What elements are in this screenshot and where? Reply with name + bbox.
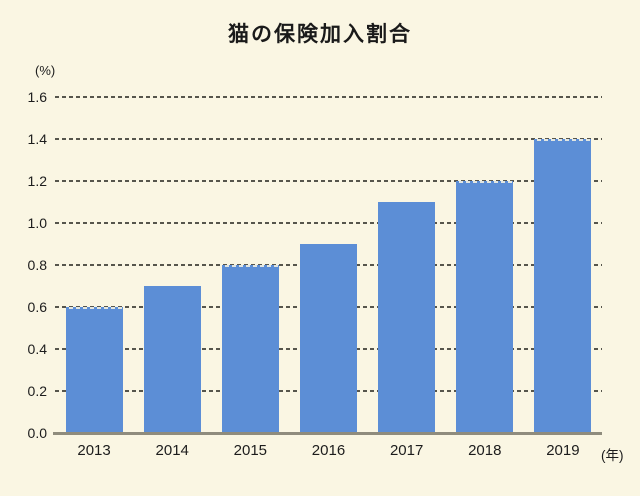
y-tick-label-0.8: 0.8 [27, 257, 47, 273]
gridline-1.6 [55, 96, 602, 98]
x-tick-label-2017: 2017 [389, 442, 424, 459]
x-tick-label-2018: 2018 [468, 442, 502, 459]
bar-top-gridline-overlay [534, 139, 592, 141]
y-tick-label-0.6: 0.6 [27, 299, 47, 315]
y-axis-tick-labels: 0.0 0.2 0.4 0.6 0.8 1.0 1.2 1.4 1.6 [0, 89, 47, 441]
gridline-1.0 [55, 222, 602, 224]
y-tick-label-0.0: 0.0 [27, 425, 47, 441]
x-axis-tick-labels: 2013 2014 2015 2016 2017 2018 2019 [55, 442, 602, 459]
x-tick-label-2014: 2014 [155, 442, 189, 459]
y-tick-label-1.2: 1.2 [27, 173, 47, 189]
bar-2013 [65, 307, 123, 433]
bar-2015 [221, 265, 279, 433]
bar-top-gridline-overlay [221, 265, 279, 267]
bars-layer [55, 97, 602, 433]
y-tick-label-0.2: 0.2 [27, 383, 47, 399]
gridline-1.4 [55, 138, 602, 140]
x-tick-label-2013: 2013 [77, 442, 111, 459]
bar-2018 [456, 181, 514, 433]
bar-2014 [143, 286, 201, 433]
plot-area [53, 96, 602, 435]
bar-top-gridline-overlay [456, 181, 514, 183]
bar-2019 [534, 139, 592, 433]
y-tick-label-1.0: 1.0 [27, 215, 47, 231]
gridline-1.2 [55, 180, 602, 182]
chart-title: 猫の保険加入割合 [228, 23, 412, 46]
y-tick-label-1.4: 1.4 [27, 131, 47, 147]
bar-2017 [378, 202, 436, 433]
x-tick-label-2016: 2016 [311, 442, 346, 459]
x-axis-unit-label: (年) [601, 448, 624, 463]
y-axis-unit-label: (%) [35, 63, 56, 78]
x-tick-label-2015: 2015 [233, 442, 268, 459]
y-tick-label-1.6: 1.6 [27, 89, 47, 105]
bar-top-gridline-overlay [65, 307, 123, 309]
bar-2016 [299, 244, 357, 433]
y-tick-label-0.4: 0.4 [27, 341, 47, 357]
x-axis-baseline [53, 432, 602, 435]
x-tick-label-2019: 2019 [546, 442, 580, 459]
